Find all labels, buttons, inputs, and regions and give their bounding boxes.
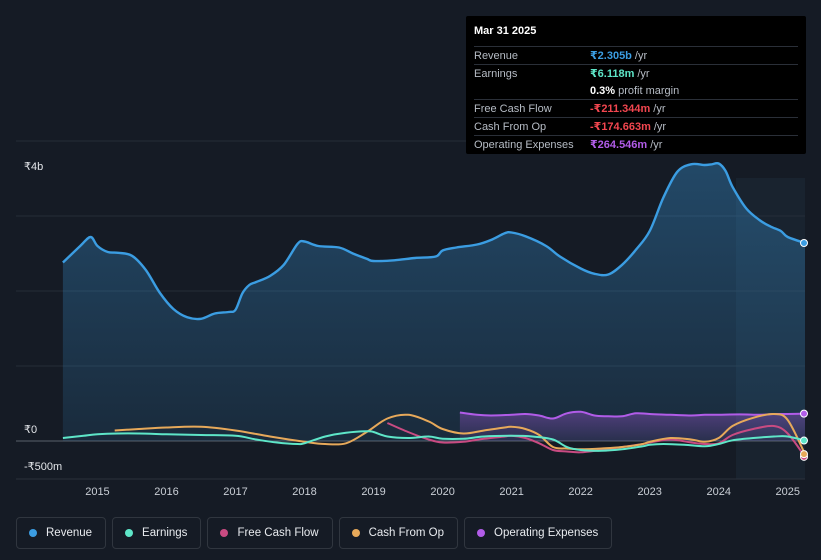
tooltip-row-operating-expenses: Operating Expenses ₹264.546m /yr [474,135,798,153]
x-tick-label: 2020 [430,486,454,498]
tooltip-label: Earnings [474,67,518,80]
series-line-earnings [62,430,806,452]
x-tick-label: 2017 [223,486,247,498]
legend-dot-icon [351,529,360,537]
tooltip-label: Cash From Op [474,120,547,133]
series-end-dot-earnings [800,436,808,445]
y-tick-label: -₹500m [24,461,62,473]
series-line-cash-from-op [114,412,806,455]
y-tick-label: ₹4b [24,161,43,173]
tooltip-unit: profit margin [618,84,680,97]
x-tick-label: 2022 [568,486,592,498]
x-tick-label: 2021 [499,486,523,498]
tooltip-unit: /yr [653,102,666,115]
series-end-dot-operating-expenses [800,409,808,418]
tooltip-value: ₹264.546m [590,139,648,151]
x-tick-label: 2025 [776,486,800,498]
x-tick-label: 2023 [637,486,661,498]
legend-label: Free Cash Flow [237,527,319,539]
legend-dot-icon [477,529,486,537]
data-tooltip: Mar 31 2025 Revenue ₹2.305b /yr Earnings… [466,16,806,154]
legend-item-earnings[interactable]: Earnings [112,517,202,549]
tooltip-row-profit-margin: 0.3% profit margin [474,82,798,99]
tooltip-value: 0.3% [590,84,616,97]
y-tick-label: ₹0 [24,424,37,436]
tooltip-unit: /yr [637,67,650,80]
series-line-revenue [62,161,806,321]
tooltip-row-earnings: Earnings ₹6.118m /yr [474,64,798,82]
tooltip-row-cash-from-op: Cash From Op -₹174.663m /yr [474,117,798,135]
tooltip-unit: /yr [650,138,663,151]
tooltip-date: Mar 31 2025 [474,25,537,37]
tooltip-label: Revenue [474,49,519,62]
legend-dot-icon [29,529,37,537]
x-tick-label: 2024 [706,486,730,498]
tooltip-unit: /yr [653,120,667,133]
legend-item-cash-from-op[interactable]: Cash From Op [338,517,459,549]
series-line-operating-expenses [459,410,806,420]
tooltip-unit: /yr [634,49,648,62]
chart-legend: Revenue Earnings Free Cash Flow Cash Fro… [16,517,613,549]
series-end-dot-revenue [800,239,808,247]
legend-label: Operating Expenses [494,527,599,539]
tooltip-row-revenue: Revenue ₹2.305b /yr [474,46,798,64]
tooltip-label: Free Cash Flow [474,102,552,115]
x-tick-label: 2018 [292,486,316,498]
tooltip-value: ₹2.305b [590,50,632,62]
tooltip-label: Operating Expenses [474,138,574,151]
tooltip-row-free-cash-flow: Free Cash Flow -₹211.344m /yr [474,99,798,117]
x-tick-label: 2015 [85,486,109,498]
tooltip-value: ₹6.118m [590,68,635,80]
legend-dot-icon [125,529,134,537]
tooltip-value: -₹174.663m [590,121,651,133]
legend-item-free-cash-flow[interactable]: Free Cash Flow [207,517,333,549]
x-tick-label: 2019 [361,486,385,498]
x-tick-label: 2016 [154,486,178,498]
legend-item-revenue[interactable]: Revenue [16,517,107,549]
legend-label: Revenue [46,527,93,539]
legend-label: Earnings [142,527,188,539]
series-area-revenue [62,163,805,441]
series-area-operating-expenses [459,411,805,441]
legend-label: Cash From Op [368,527,445,539]
legend-dot-icon [220,529,229,537]
series-end-dot-cash-from-op [800,450,808,459]
legend-item-operating-expenses[interactable]: Operating Expenses [464,517,613,549]
tooltip-value: -₹211.344m [590,103,651,115]
